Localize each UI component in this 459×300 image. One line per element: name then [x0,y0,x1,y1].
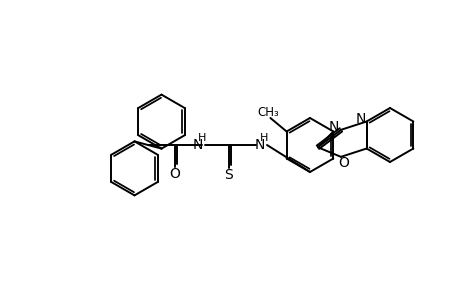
Text: S: S [224,168,233,182]
Text: N: N [328,120,338,134]
Text: CH₃: CH₃ [257,106,279,118]
Text: N: N [254,138,264,152]
Text: O: O [169,167,180,181]
Text: N: N [192,138,203,152]
Text: O: O [338,156,349,170]
Text: H: H [197,133,206,143]
Text: H: H [259,133,268,143]
Text: N: N [355,112,365,125]
